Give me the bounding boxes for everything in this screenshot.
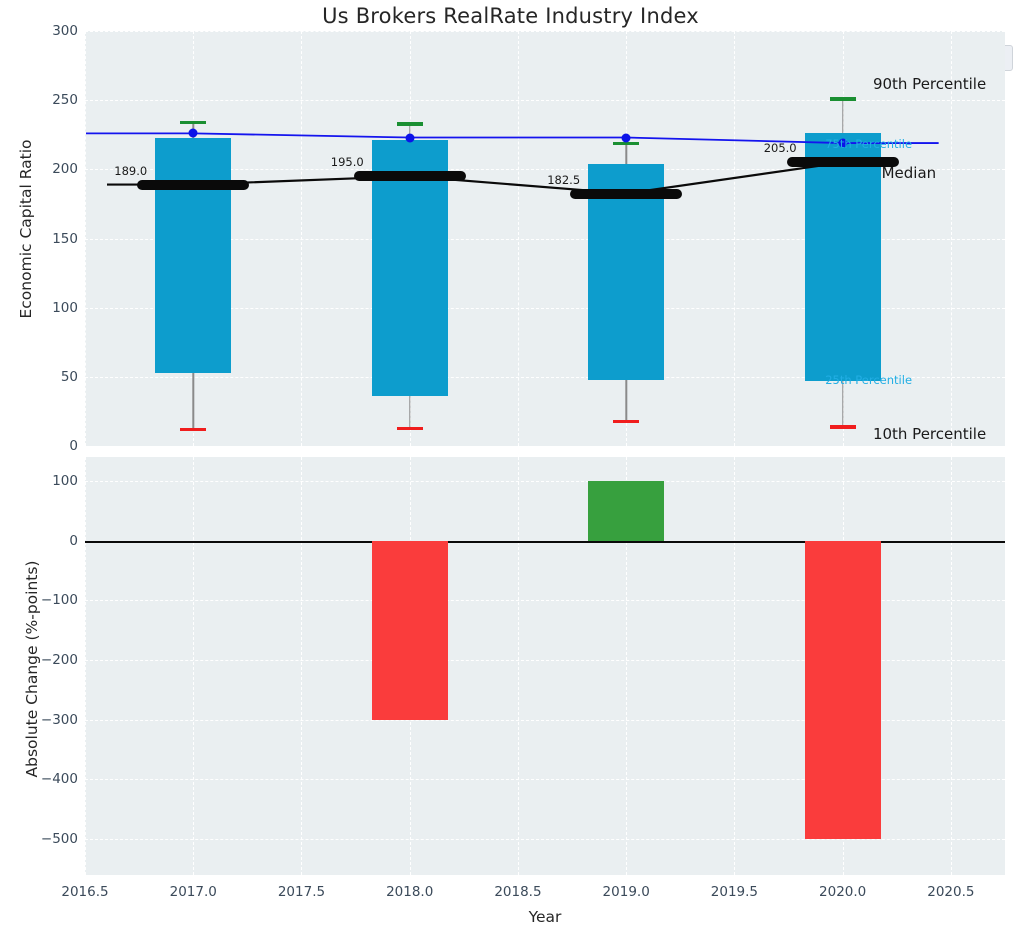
series-line-price-t-rowe-group [86,132,939,144]
p90-cap [396,122,423,126]
y-axis-tick-label: 50 [60,368,78,385]
p90-cap [613,141,640,146]
y-axis-tick-label: 300 [52,23,78,39]
gridline-vertical [950,457,952,875]
gridline-horizontal [85,660,1005,662]
gridline-vertical [517,457,519,875]
zero-line [85,540,1005,543]
gridline-vertical [517,31,519,446]
x-axis-tick-label: 2018.0 [386,884,434,900]
gridline-vertical [734,457,736,875]
gridline-horizontal [85,719,1005,721]
median-value-label: 182.5 [547,172,581,187]
y-axis-ticks-bottom: 100 0 −100 −200 −300 −400 −500 [0,457,78,875]
p90-cap [180,120,207,125]
box-plot-body [588,163,665,380]
median-marker [353,171,466,182]
p10-cap [613,419,640,424]
y-axis-tick-label: 250 [52,92,78,109]
change-bar-2018 [371,540,448,720]
gridline-vertical [950,31,952,446]
gridline-horizontal [85,480,1005,482]
gridline-horizontal [85,600,1005,602]
y-axis-tick-label: 100 [52,472,78,489]
y-axis-tick-label: −100 [40,592,78,609]
gridline-horizontal [85,376,1005,378]
change-bar-2020 [804,540,881,840]
annotation-10th-percentile: 10th Percentile [872,424,987,443]
y-axis-tick-label: −200 [40,652,78,669]
gridline-vertical [626,457,628,875]
gridline-vertical [301,31,303,446]
median-value-label: 205.0 [763,141,797,156]
median-marker [786,157,899,168]
series-data-point [838,138,848,148]
x-axis-tick-label: 2017.5 [277,884,326,900]
median-value-label: 195.0 [330,155,364,170]
gridline-vertical [734,31,736,446]
gridline-horizontal [85,100,1005,102]
gridline-horizontal [85,238,1005,240]
gridline-vertical [85,457,86,875]
y-axis-tick-label: 200 [52,161,78,178]
p90-cap [829,97,856,101]
gridline-horizontal [85,779,1005,781]
y-axis-ticks-top: 0 50 100 150 200 250 300 [0,23,78,454]
gridline-vertical [301,457,303,875]
y-axis-tick-label: −500 [40,831,78,848]
y-axis-tick-label: 0 [69,532,78,549]
gridline-horizontal [85,169,1005,171]
y-axis-tick-label: 0 [69,438,78,454]
x-axis-tick-label: 2019.0 [602,884,650,900]
y-axis-tick-label: −300 [40,711,78,728]
gridline-horizontal [85,31,1005,32]
p10-cap [396,426,423,431]
change-bar-2019 [588,480,665,541]
page-title: Us Brokers RealRate Industry Index [322,4,699,28]
y-axis-tick-label: 150 [52,230,78,247]
gridline-horizontal [85,839,1005,841]
median-marker [570,188,683,199]
box-plot-body [155,137,232,373]
x-axis-tick-label: 2018.5 [494,884,542,900]
x-axis-tick-label: 2019.5 [710,884,759,900]
p10-cap [829,425,856,429]
series-data-point [621,133,631,143]
median-marker [137,179,250,190]
annotation-median: Median [881,164,937,183]
series-data-point [188,128,198,138]
box-plot-body [371,140,448,397]
x-axis-tick-label: 2017.0 [169,884,217,900]
annotation-75th-percentile: 75th Percentile [825,137,913,152]
gridline-vertical [85,31,86,446]
x-axis-tick-label: 2016.5 [61,884,109,900]
y-axis-tick-label: 100 [52,299,78,316]
x-axis-tick-label: 2020.0 [819,884,867,900]
median-value-label: 189.0 [114,163,148,178]
x-axis-title: Year [528,908,562,926]
annotation-90th-percentile: 90th Percentile [872,74,987,93]
gridline-horizontal [85,307,1005,309]
series-data-point [405,133,415,143]
p10-cap [180,428,207,432]
box-plot-body [804,133,881,381]
annotation-25th-percentile: 25th Percentile [825,372,913,387]
x-axis-tick-label: 2020.5 [927,884,975,900]
y-axis-tick-label: −400 [40,771,78,788]
gridline-vertical [193,457,195,875]
